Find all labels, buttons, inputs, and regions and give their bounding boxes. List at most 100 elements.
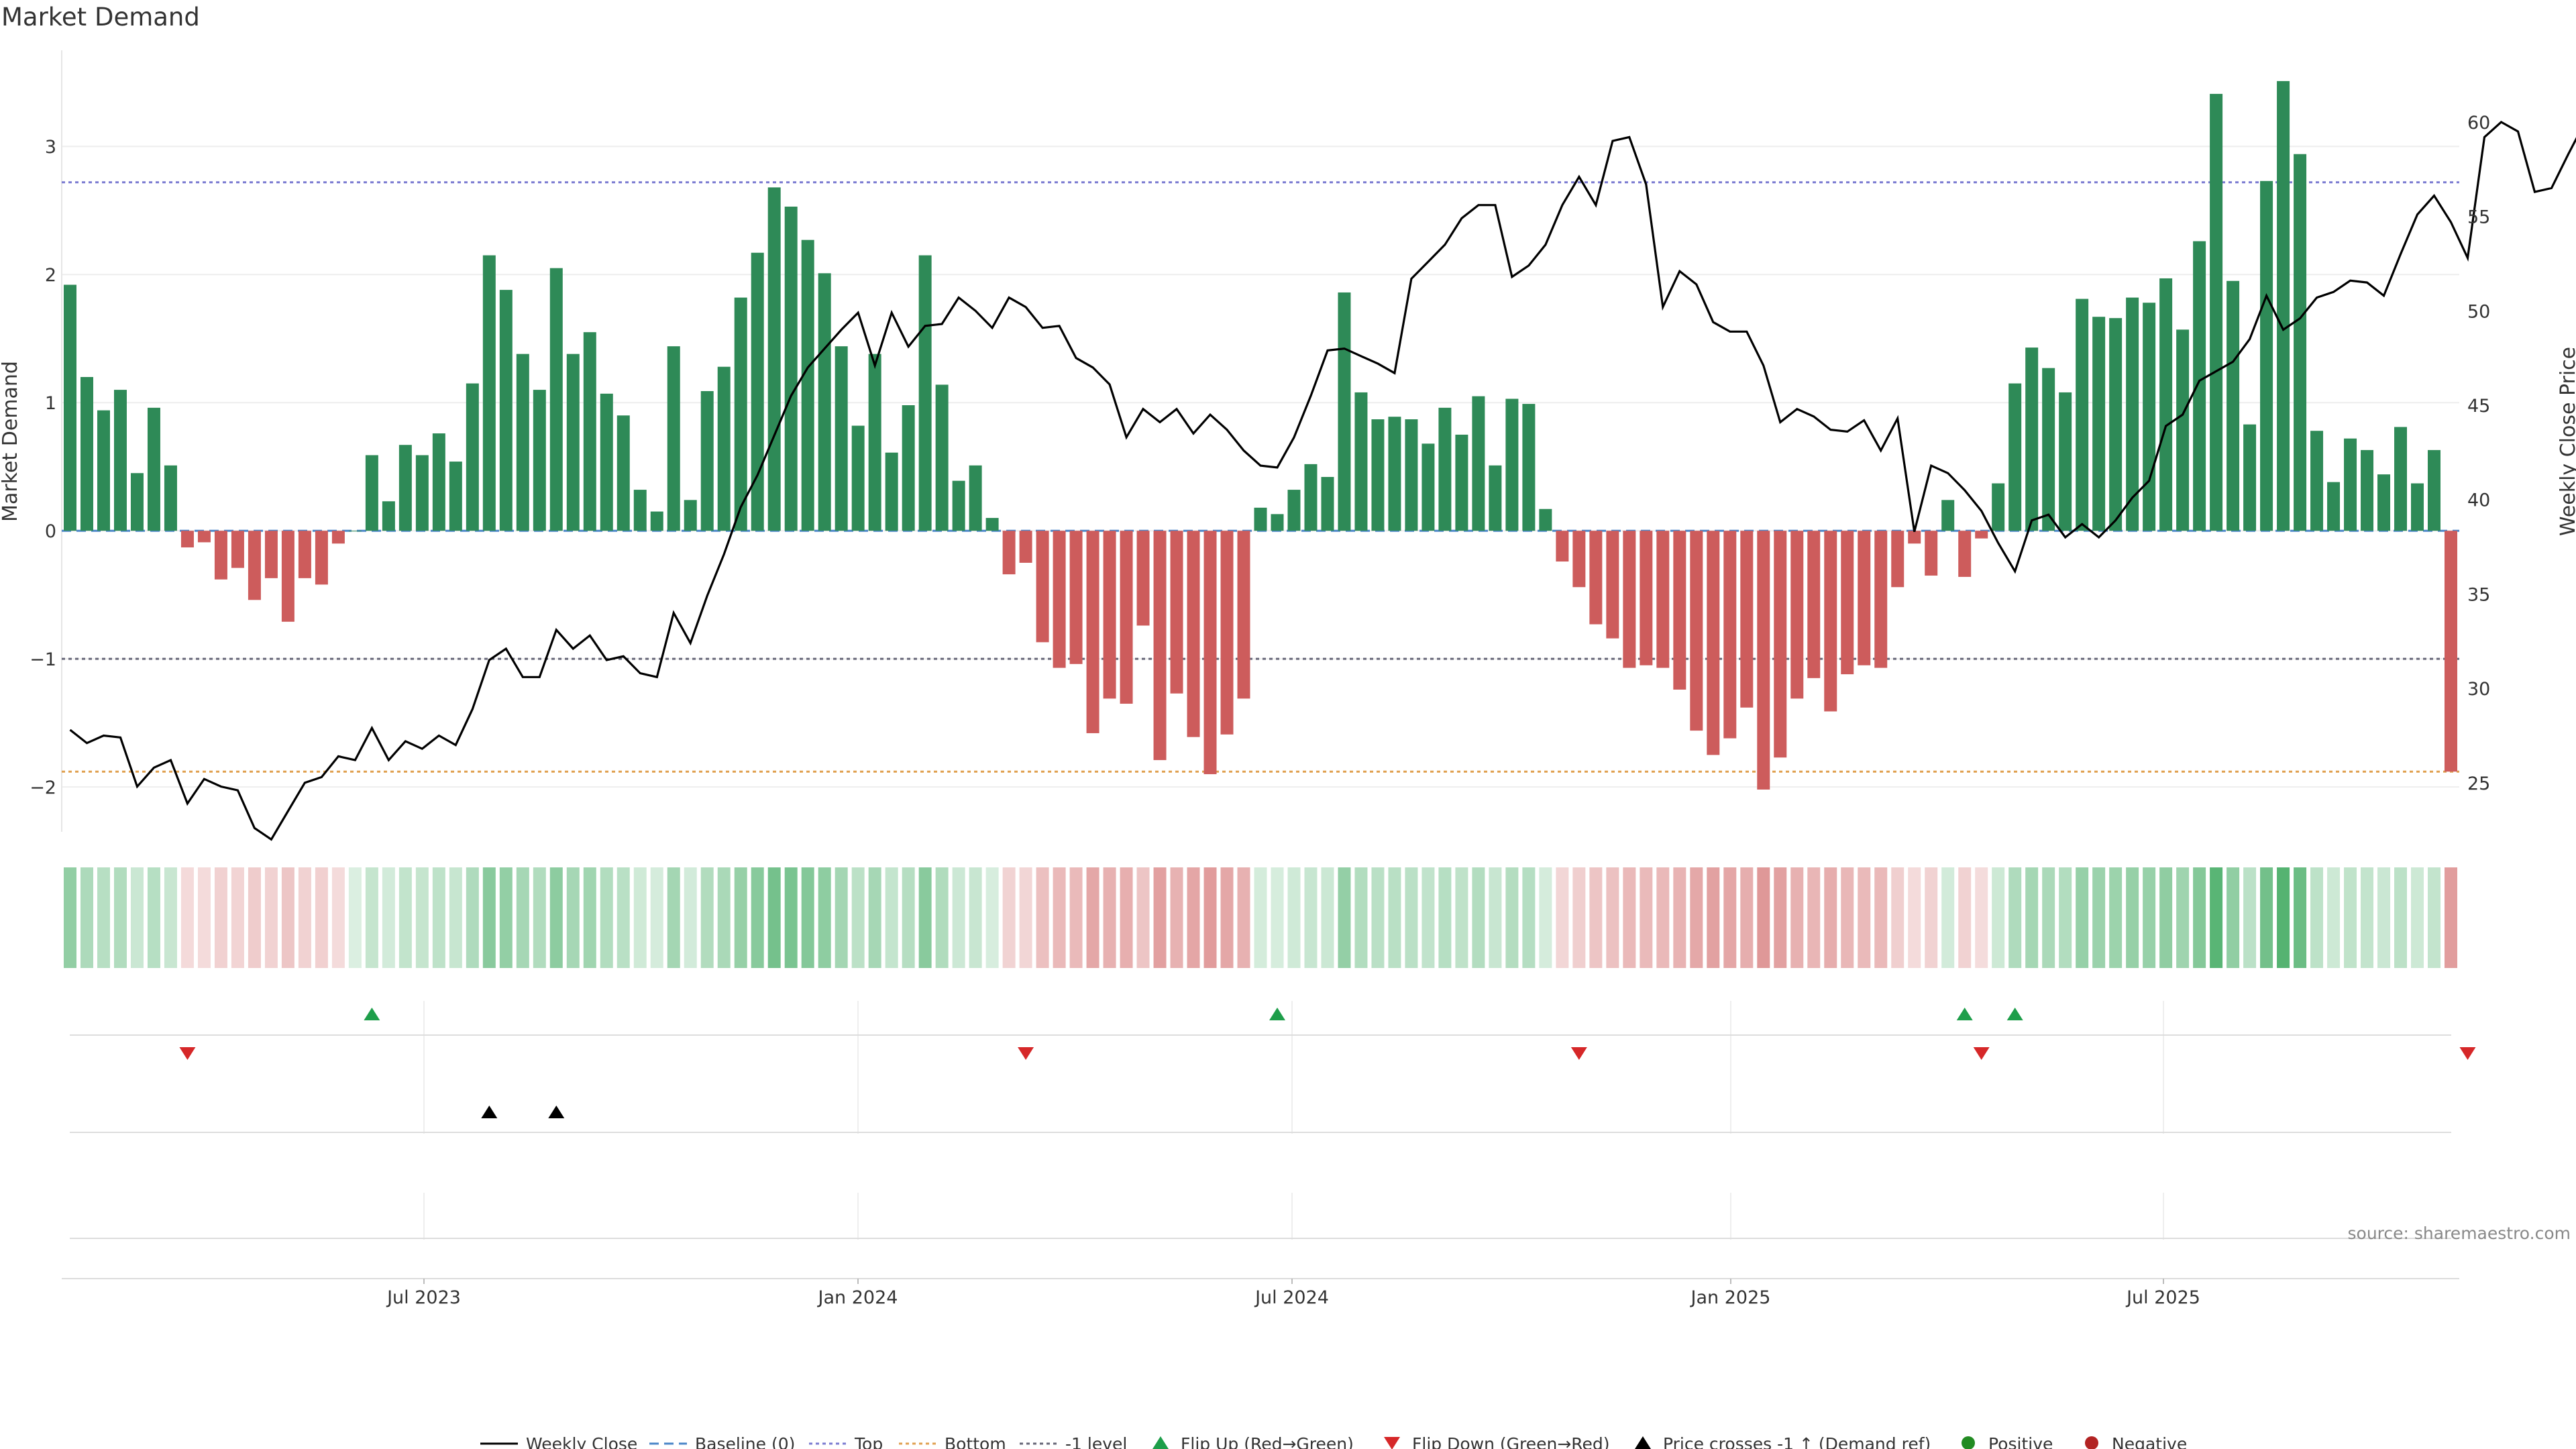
heat-cell — [1287, 867, 1301, 968]
demand-bar — [1304, 464, 1318, 531]
right-tick-label: 30 — [2467, 679, 2490, 700]
heat-cell — [1690, 867, 1703, 968]
heat-cell — [583, 867, 596, 968]
demand-bar — [1841, 531, 1854, 675]
heat-cell — [2294, 867, 2307, 968]
right-tick-label: 45 — [2467, 396, 2490, 417]
demand-bar — [583, 332, 596, 531]
flip-up-marker — [1956, 1008, 1973, 1020]
demand-bar — [700, 391, 714, 531]
heat-cell — [365, 867, 378, 968]
demand-bar — [2344, 438, 2357, 531]
demand-bar — [1170, 531, 1183, 694]
left-tick-label: −2 — [30, 777, 56, 798]
demand-bar — [1287, 490, 1301, 531]
x-tick-label: Jan 2025 — [1690, 1287, 1771, 1308]
heat-cell — [2193, 867, 2206, 968]
demand-bar — [398, 445, 412, 531]
demand-bar — [281, 531, 294, 622]
demand-bar — [1774, 531, 1787, 758]
flip-up-marker — [2006, 1008, 2023, 1020]
demand-bar — [633, 490, 647, 531]
demand-bar — [1388, 417, 1401, 531]
heat-cell — [734, 867, 747, 968]
heat-cell — [1723, 867, 1737, 968]
heat-cell — [2008, 867, 2022, 968]
demand-bar — [2411, 483, 2424, 531]
heat-cell — [1623, 867, 1636, 968]
demand-bar — [63, 284, 76, 531]
heat-cell — [1472, 867, 1485, 968]
demand-bar — [1053, 531, 1066, 668]
heat-cell — [2394, 867, 2408, 968]
heat-cell — [1556, 867, 1569, 968]
chart-title: Market Demand — [1, 3, 200, 32]
heat-cell — [2277, 867, 2290, 968]
heat-cell — [2176, 867, 2190, 968]
heat-cell — [80, 867, 93, 968]
heat-cell — [1975, 867, 1988, 968]
heat-cell — [784, 867, 798, 968]
heat-cell — [1136, 867, 1150, 968]
demand-bar — [1203, 531, 1217, 775]
legend-label: Flip Down (Green→Red) — [1412, 1434, 1610, 1449]
demand-bar — [1992, 483, 2005, 531]
demand-bar — [1103, 531, 1116, 699]
heat-cell — [1925, 867, 1938, 968]
heat-cell — [1874, 867, 1888, 968]
flip-down-marker — [2459, 1047, 2476, 1060]
heat-cell — [1069, 867, 1083, 968]
demand-bar — [918, 255, 932, 531]
heat-cell — [231, 867, 244, 968]
heat-cell — [751, 867, 764, 968]
demand-bar — [1489, 465, 1502, 531]
demand-bar — [130, 473, 144, 531]
heat-cell — [398, 867, 412, 968]
heat-cell — [1841, 867, 1854, 968]
heat-cell — [616, 867, 630, 968]
heat-cell — [2310, 867, 2324, 968]
demand-bar — [717, 366, 731, 531]
demand-bar — [415, 455, 429, 531]
heat-cell — [1941, 867, 1955, 968]
demand-bar — [2042, 368, 2055, 531]
heat-cell — [1203, 867, 1217, 968]
demand-bar — [164, 465, 177, 531]
heat-cell — [248, 867, 261, 968]
heat-cell — [97, 867, 110, 968]
demand-heat-strip — [63, 867, 2458, 968]
demand-bar — [1153, 531, 1167, 761]
left-axis-ticks: 3 2 1 0 −1 −2 — [30, 137, 56, 798]
demand-bar — [2159, 278, 2173, 531]
legend-label: Top — [854, 1434, 883, 1449]
heat-cell — [667, 867, 680, 968]
demand-bar — [1740, 531, 1754, 708]
demand-bar — [1656, 531, 1670, 668]
heat-cell — [113, 867, 127, 968]
demand-bar — [600, 393, 613, 531]
demand-bar — [2226, 280, 2240, 531]
heat-cell — [549, 867, 563, 968]
legend-label: -1 level — [1065, 1434, 1127, 1449]
heat-cell — [2159, 867, 2173, 968]
heat-cell — [633, 867, 647, 968]
heat-cell — [1304, 867, 1318, 968]
demand-bar — [868, 354, 881, 531]
demand-bar — [667, 346, 680, 531]
heat-cell — [1438, 867, 1452, 968]
x-tick-label: Jan 2024 — [817, 1287, 898, 1308]
demand-bar — [1824, 531, 1837, 712]
heat-cell — [717, 867, 731, 968]
right-tick-label: 40 — [2467, 490, 2490, 511]
legend-swatch — [1152, 1436, 1169, 1449]
demand-bar — [1673, 531, 1686, 690]
demand-bar — [985, 518, 999, 531]
demand-bar — [767, 187, 781, 531]
demand-bar — [1254, 507, 1267, 531]
heat-cell — [1371, 867, 1385, 968]
heat-cell — [985, 867, 999, 968]
demand-bar — [2092, 317, 2106, 531]
heat-cell — [935, 867, 949, 968]
demand-bar — [248, 531, 261, 600]
